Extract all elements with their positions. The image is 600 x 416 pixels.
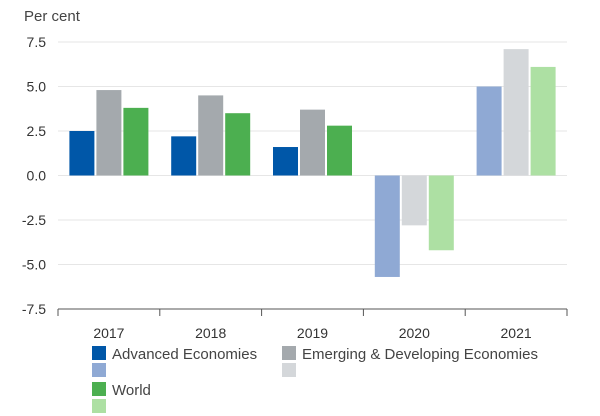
bar-2019-world [327, 125, 352, 176]
bar-2021-emerging-developing-economies [503, 49, 529, 176]
legend-item-world: World [92, 382, 151, 416]
y-tick-label: 0.0 [27, 168, 47, 184]
x-tick-label: 2021 [501, 325, 532, 341]
legend-label: Advanced Economies [112, 346, 258, 363]
legend-label: World [112, 382, 151, 399]
legend-label: Emerging & Developing Economies [302, 346, 538, 363]
y-tick-label: 2.5 [27, 123, 47, 139]
y-tick-label: 5.0 [27, 79, 47, 95]
y-tick-label: -5.0 [22, 257, 46, 273]
bar-2017-world [123, 107, 149, 176]
y-axis-label: Per cent [24, 8, 81, 25]
bar-2018-world [225, 113, 251, 176]
bar-2018-emerging-developing-economies [198, 95, 224, 176]
x-tick-label: 2020 [399, 325, 430, 341]
y-tick-label: -7.5 [22, 301, 46, 317]
legend-swatch-light [282, 363, 296, 377]
legend-swatch-light [92, 399, 106, 413]
bar-2020-world [428, 175, 454, 251]
legend-item-advanced-economies: Advanced Economies [92, 346, 257, 380]
legend-item-emerging-developing-economies: Emerging & Developing Economies [282, 346, 538, 380]
bar-2019-emerging-developing-economies [300, 109, 325, 176]
y-tick-label: -2.5 [22, 212, 46, 228]
bar-2020-emerging-developing-economies [401, 175, 427, 226]
y-tick-label: 7.5 [27, 34, 47, 50]
bar-2021-world [530, 66, 556, 176]
bar-2020-advanced-economies [374, 175, 400, 277]
legend-swatch-dark [92, 346, 106, 360]
bar-2019-advanced-economies [273, 147, 298, 176]
legend-swatch-light [92, 363, 106, 377]
bar-2017-emerging-developing-economies [96, 90, 122, 176]
bar-2018-advanced-economies [171, 136, 197, 176]
x-tick-label: 2018 [195, 325, 226, 341]
legend-swatch-dark [92, 382, 106, 396]
legend-swatch-dark [282, 346, 296, 360]
bar-2017-advanced-economies [69, 131, 95, 176]
x-tick-label: 2019 [297, 325, 328, 341]
bar-2021-advanced-economies [476, 86, 502, 176]
x-tick-label: 2017 [93, 325, 124, 341]
